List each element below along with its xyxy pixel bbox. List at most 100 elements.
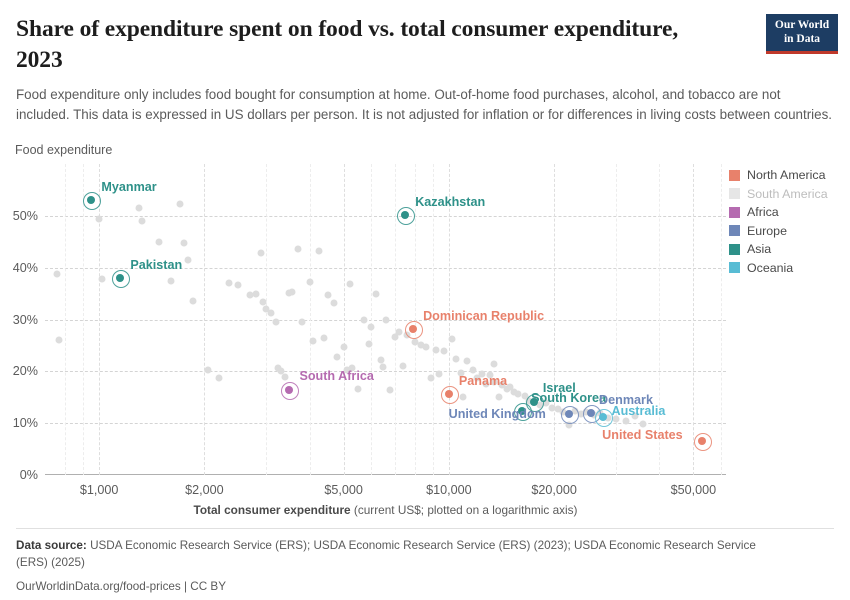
data-point-label[interactable]: South Africa	[299, 368, 374, 383]
data-point[interactable]	[98, 275, 106, 283]
data-point[interactable]	[417, 341, 425, 349]
data-point-label[interactable]: Israel	[542, 381, 576, 396]
data-point[interactable]	[298, 318, 306, 326]
data-point[interactable]	[343, 366, 351, 374]
data-point[interactable]	[262, 305, 270, 313]
data-point[interactable]	[399, 362, 407, 370]
data-point[interactable]	[348, 364, 356, 372]
data-point[interactable]	[272, 318, 280, 326]
data-point[interactable]	[360, 316, 367, 323]
data-point[interactable]	[514, 390, 522, 398]
data-point-label[interactable]: United Kingdom	[448, 406, 546, 421]
data-point-highlighted[interactable]	[83, 192, 102, 211]
data-point[interactable]	[478, 370, 486, 378]
data-point[interactable]	[395, 328, 403, 336]
data-point[interactable]	[354, 385, 362, 393]
data-point[interactable]	[565, 421, 573, 429]
data-point[interactable]	[473, 374, 481, 382]
data-point[interactable]	[138, 217, 146, 225]
data-point[interactable]	[612, 415, 620, 423]
data-point[interactable]	[486, 371, 494, 379]
data-point[interactable]	[469, 366, 477, 374]
data-point-highlighted[interactable]	[397, 206, 416, 225]
data-point[interactable]	[367, 323, 375, 331]
data-point[interactable]	[155, 238, 163, 246]
legend-item-africa[interactable]: Africa	[729, 205, 849, 219]
data-point[interactable]	[427, 374, 435, 382]
data-point-label[interactable]: Pakistan	[130, 258, 183, 273]
data-point[interactable]	[382, 316, 390, 323]
footer-link[interactable]: OurWorldinData.org/food-prices | CC BY	[16, 580, 227, 594]
data-point[interactable]	[176, 200, 184, 208]
data-point[interactable]	[135, 204, 143, 212]
data-point[interactable]	[422, 343, 430, 351]
data-point-label[interactable]: Kazakhstan	[415, 194, 486, 209]
data-point[interactable]	[435, 370, 443, 378]
data-point[interactable]	[482, 380, 490, 388]
data-point[interactable]	[440, 347, 448, 355]
data-point-label[interactable]: Dominican Republic	[423, 308, 545, 323]
data-point[interactable]	[459, 393, 467, 401]
data-point[interactable]	[333, 353, 341, 361]
data-point[interactable]	[95, 215, 103, 223]
data-point-label[interactable]: Myanmar	[101, 180, 157, 195]
data-point[interactable]	[309, 337, 317, 345]
data-point-highlighted[interactable]	[594, 408, 613, 427]
data-point[interactable]	[577, 410, 585, 418]
data-point[interactable]	[542, 399, 550, 407]
legend-item-oceania[interactable]: Oceania	[729, 261, 849, 275]
data-point[interactable]	[246, 291, 254, 299]
owid-logo[interactable]: Our World in Data	[766, 14, 838, 55]
data-point[interactable]	[622, 417, 630, 425]
data-point[interactable]	[53, 270, 61, 278]
data-point-label[interactable]: South Korea	[531, 390, 607, 405]
legend-item-north-america[interactable]: North America	[729, 168, 849, 182]
data-point[interactable]	[215, 374, 223, 382]
data-point[interactable]	[391, 333, 399, 341]
data-point-highlighted[interactable]	[514, 402, 533, 421]
data-point[interactable]	[639, 420, 647, 428]
data-point-highlighted[interactable]	[112, 270, 131, 289]
data-point[interactable]	[252, 290, 260, 298]
data-point[interactable]	[631, 412, 639, 420]
data-point[interactable]	[259, 298, 267, 306]
data-point[interactable]	[463, 357, 471, 365]
data-point[interactable]	[167, 277, 175, 285]
data-point[interactable]	[457, 369, 465, 377]
legend-item-south-america[interactable]: South America	[729, 187, 849, 201]
data-point[interactable]	[346, 280, 354, 288]
data-point[interactable]	[411, 338, 419, 346]
data-point[interactable]	[432, 346, 440, 354]
data-point[interactable]	[377, 356, 385, 364]
data-point-highlighted[interactable]	[440, 386, 459, 405]
scatter-plot-area[interactable]: Total consumer expenditure (current US$;…	[13, 164, 726, 517]
data-point[interactable]	[340, 343, 348, 351]
data-point-label[interactable]: Australia	[611, 403, 666, 418]
data-point[interactable]	[452, 355, 460, 363]
data-point[interactable]	[506, 383, 514, 391]
data-point[interactable]	[225, 279, 233, 287]
data-point[interactable]	[184, 256, 192, 264]
data-point[interactable]	[379, 363, 387, 371]
data-point[interactable]	[294, 245, 302, 253]
data-point[interactable]	[204, 366, 212, 374]
data-point[interactable]	[55, 336, 63, 344]
data-point-highlighted[interactable]	[694, 432, 713, 451]
data-point[interactable]	[498, 381, 506, 389]
data-point-label[interactable]: United States	[602, 427, 683, 442]
data-point[interactable]	[365, 340, 373, 348]
data-point[interactable]	[548, 404, 556, 412]
data-point[interactable]	[320, 334, 328, 342]
legend-item-asia[interactable]: Asia	[729, 242, 849, 256]
data-point[interactable]	[288, 288, 296, 295]
data-point[interactable]	[510, 388, 518, 396]
data-point[interactable]	[554, 405, 562, 413]
data-point[interactable]	[521, 392, 529, 400]
data-point[interactable]	[324, 291, 332, 299]
data-point-label[interactable]: Panama	[458, 374, 508, 389]
data-point[interactable]	[306, 278, 314, 286]
data-point[interactable]	[277, 367, 284, 375]
data-point[interactable]	[281, 373, 289, 381]
data-point[interactable]	[257, 249, 265, 257]
legend-item-europe[interactable]: Europe	[729, 224, 849, 238]
